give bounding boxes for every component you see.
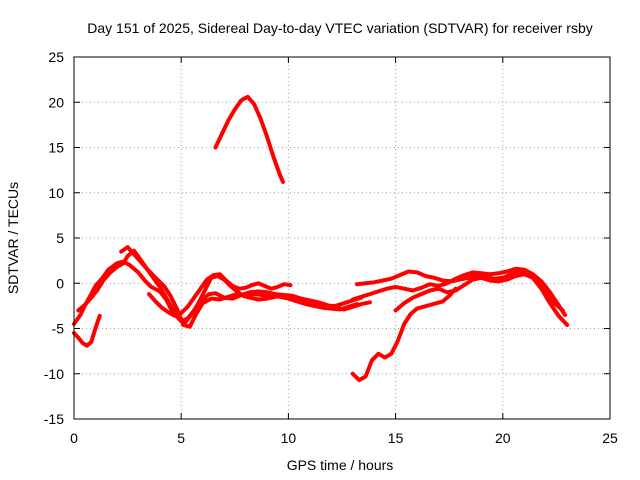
y-tick-label: 5	[56, 230, 64, 246]
series-arc-7	[350, 286, 458, 383]
y-axis-label: SDTVAR / TECUs	[5, 182, 21, 294]
series-arc-5	[147, 272, 293, 318]
series-arc-2	[72, 259, 364, 326]
x-tick-label: 5	[177, 430, 185, 446]
y-axis-ticks: -15 -10 -5 0 5 10 15 20 25	[44, 49, 610, 427]
series-arc-6	[213, 94, 285, 184]
x-axis-ticks: 0 5 10 15 20 25	[70, 57, 618, 446]
series-arc-10	[393, 272, 570, 327]
y-tick-label: -15	[44, 411, 64, 427]
y-tick-label: 25	[48, 49, 64, 65]
series-arc-3	[76, 248, 359, 329]
y-tick-label: 15	[48, 140, 64, 156]
y-tick-label: -10	[44, 366, 64, 382]
x-axis-label: GPS time / hours	[287, 457, 394, 473]
chart-title: Day 151 of 2025, Sidereal Day-to-day VTE…	[87, 20, 593, 36]
grid	[74, 57, 610, 419]
x-tick-label: 25	[602, 430, 618, 446]
y-tick-label: 10	[48, 185, 64, 201]
y-tick-label: -5	[52, 321, 65, 337]
series-layer	[72, 94, 570, 383]
x-tick-label: 20	[495, 430, 511, 446]
x-tick-label: 10	[281, 430, 297, 446]
y-tick-label: 0	[56, 275, 64, 291]
series-arc-4	[119, 245, 372, 325]
x-tick-label: 0	[70, 430, 78, 446]
y-tick-label: 20	[48, 94, 64, 110]
x-tick-label: 15	[388, 430, 404, 446]
series-arc-1	[72, 313, 102, 348]
